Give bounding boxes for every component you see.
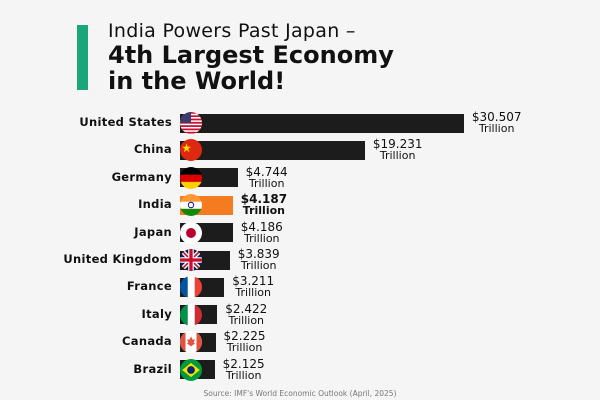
flag-canada-icon [180, 331, 202, 354]
unit-text: Trillion [240, 259, 277, 272]
chart-title-line1: India Powers Past Japan – [108, 20, 356, 42]
data-label: $4.187 Trillion [240, 192, 288, 218]
data-label: $2.422 Trillion [225, 301, 268, 327]
unit-text: Trillion [478, 122, 515, 135]
unit-text: Trillion [225, 368, 262, 382]
flag-france-icon [180, 276, 202, 299]
category-label: China [133, 142, 172, 157]
category-label: Brazil [133, 361, 172, 376]
category-label: Italy [141, 306, 172, 321]
title-line2-text: 4th Largest Economy [108, 41, 394, 69]
data-label: $4.186 Trillion [240, 219, 283, 245]
flag-germany-icon [180, 166, 202, 189]
category-label: India [138, 197, 172, 212]
data-label: $3.839 Trillion [237, 247, 280, 272]
flag-india-icon [180, 194, 202, 217]
flag-china-icon [180, 139, 202, 162]
data-label: $19.231 Trillion [372, 137, 423, 163]
value-text: $3.211 [232, 274, 275, 289]
value-text: $4.186 [240, 219, 283, 234]
source-note: Source: IMF's World Economic Outlook (Ap… [203, 389, 397, 398]
title-line3-text: in the World! [108, 67, 286, 95]
category-label: Japan [134, 224, 172, 239]
flag-brazil-icon [180, 358, 202, 381]
category-label: United Kingdom [63, 252, 172, 266]
data-label: $30.507 Trillion [471, 110, 522, 135]
unit-text: Trillion [235, 286, 271, 300]
flag-united-states-icon [180, 112, 202, 134]
bar-united-states [180, 113, 464, 133]
data-label: $2.125 Trillion [222, 356, 265, 382]
unit-text: Trillion [248, 176, 285, 190]
chart-title-line2: 4th Largest Economy in the World! [108, 42, 394, 94]
data-label: $4.744 Trillion [245, 164, 288, 190]
unit-text: Trillion [226, 341, 263, 355]
title-accent-bar [77, 25, 88, 90]
value-text: $2.125 [222, 356, 265, 371]
bar-china [180, 140, 365, 160]
flag-italy-icon [180, 303, 202, 326]
value-text: $3.839 [237, 247, 280, 261]
category-label: France [126, 279, 172, 294]
category-label: United States [79, 115, 172, 129]
unit-text: Trillion [243, 231, 280, 245]
value-text: $30.507 [471, 110, 522, 124]
value-text: $4.187 [240, 192, 288, 207]
flag-united-kingdom-icon [180, 249, 202, 271]
value-text: $4.744 [245, 164, 288, 179]
category-label: Germany [111, 169, 172, 184]
category-label: Canada [122, 334, 172, 349]
data-label: $2.225 Trillion [223, 329, 266, 355]
unit-text: Trillion [379, 149, 416, 163]
unit-text: Trillion [242, 204, 285, 218]
data-label: $3.211 Trillion [232, 274, 275, 300]
value-text: $2.225 [223, 329, 266, 344]
flag-japan-icon [180, 221, 202, 244]
value-text: $2.422 [225, 301, 268, 316]
value-text: $19.231 [372, 137, 423, 152]
unit-text: Trillion [228, 313, 265, 327]
